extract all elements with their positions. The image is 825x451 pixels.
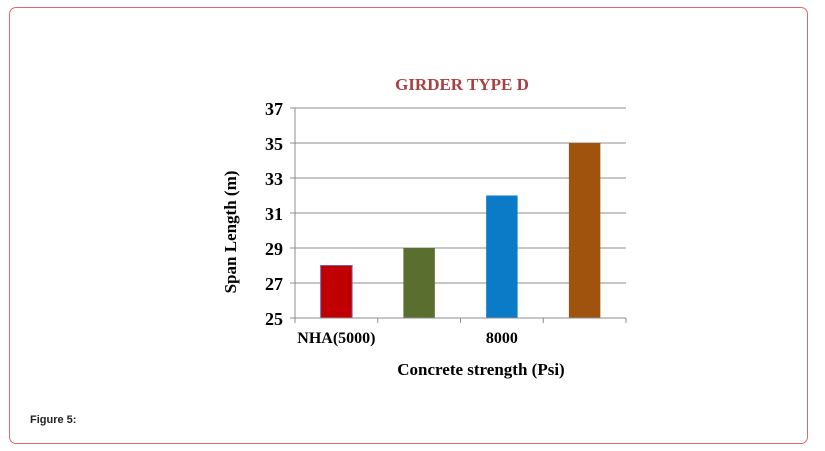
chart-title: GIRDER TYPE D — [395, 75, 529, 94]
x-ticks: NHA(5000) 8000 — [294, 318, 627, 347]
figure-frame — [9, 7, 808, 444]
bar — [403, 248, 435, 318]
x-tick-label: 8000 — [486, 330, 518, 347]
y-tick-label: 31 — [265, 204, 283, 224]
bar — [320, 265, 353, 319]
y-tick-label: 27 — [265, 274, 283, 294]
y-axis-label: Span Length (m) — [221, 171, 240, 294]
figure-caption: Figure 5: — [30, 414, 77, 426]
bar — [568, 143, 601, 318]
y-tick-label: 25 — [265, 309, 283, 329]
y-tick-label: 37 — [265, 99, 283, 119]
y-tick-label: 35 — [265, 134, 283, 154]
x-tick-label: NHA(5000) — [297, 330, 375, 347]
bars — [320, 143, 601, 319]
y-tick-label: 33 — [265, 169, 283, 189]
bar — [486, 195, 518, 318]
y-ticks: 25 27 29 31 33 35 37 — [265, 99, 295, 329]
x-axis-label: Concrete strength (Psi) — [397, 360, 564, 379]
y-tick-label: 29 — [265, 239, 283, 259]
